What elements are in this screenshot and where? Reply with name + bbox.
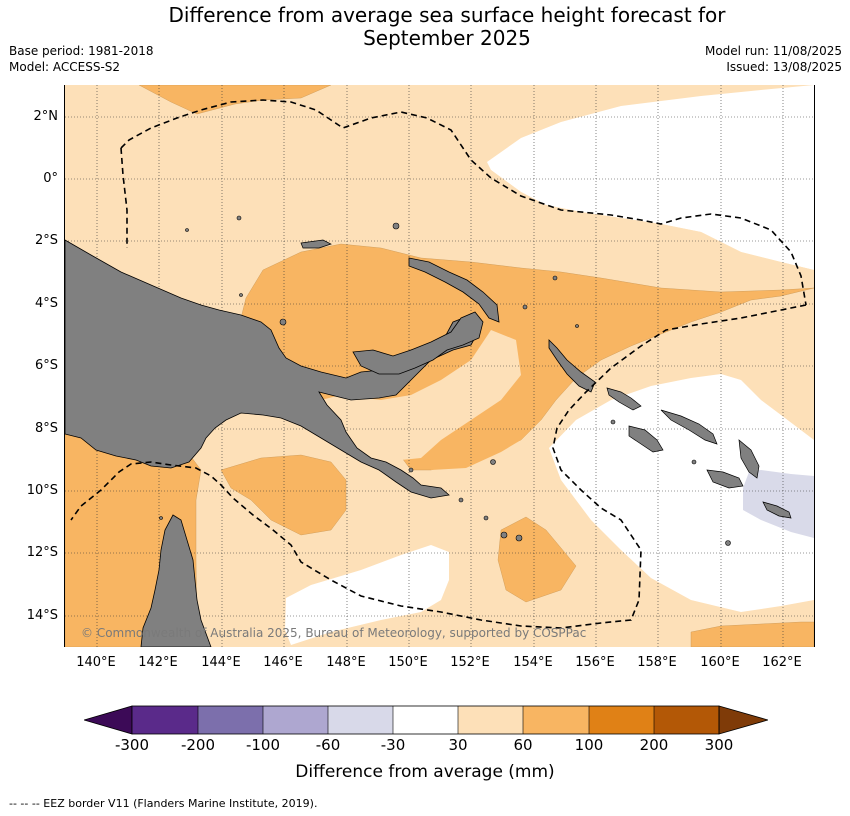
colorbar-tick: 60 bbox=[513, 736, 533, 754]
lon-label-148e: 148°E bbox=[326, 655, 366, 670]
colorbar-swatch-5 bbox=[393, 706, 458, 734]
copyright-notice: © Commonwealth of Australia 2025, Bureau… bbox=[81, 626, 587, 640]
lon-label-144e: 144°E bbox=[201, 655, 241, 670]
lat-label-14s: 14°S bbox=[26, 608, 58, 623]
colorbar-tick: -300 bbox=[114, 736, 150, 754]
small-islands bbox=[159, 215, 731, 546]
meta-left: Base period: 1981-2018 Model: ACCESS-S2 bbox=[9, 43, 154, 75]
lon-label-142e: 142°E bbox=[138, 655, 178, 670]
land-new-britain bbox=[352, 311, 484, 375]
band-30-60-gulf-lens bbox=[321, 330, 521, 460]
lat-label-10s: 10°S bbox=[26, 483, 58, 498]
land-solomon-2 bbox=[660, 409, 718, 445]
eez-footnote: -- -- -- EEZ border V11 (Flanders Marine… bbox=[9, 797, 318, 810]
colorbar-swatch-8 bbox=[589, 706, 654, 734]
colorbar-swatch-3 bbox=[263, 706, 328, 734]
band-neutral-south bbox=[285, 545, 449, 645]
band-minus60-minus30 bbox=[743, 470, 814, 538]
lon-label-156e: 156°E bbox=[575, 655, 615, 670]
land-solomon-5 bbox=[706, 469, 744, 489]
land-solomon-4 bbox=[738, 439, 760, 479]
lon-label-150e: 150°E bbox=[388, 655, 428, 670]
lon-label-146e: 146°E bbox=[263, 655, 303, 670]
lat-label-4s: 4°S bbox=[34, 296, 58, 311]
lat-label-0: 0° bbox=[43, 171, 58, 186]
colorbar-over-arrow bbox=[718, 705, 768, 735]
land-solomon-3 bbox=[628, 425, 664, 453]
colorbar-tick: 200 bbox=[639, 736, 669, 754]
land-new-guinea bbox=[65, 239, 480, 499]
colorbar-dividers bbox=[197, 706, 655, 734]
colorbar-tick: -200 bbox=[180, 736, 216, 754]
lon-label-152e: 152°E bbox=[450, 655, 490, 670]
band-neutral-east bbox=[549, 374, 814, 612]
colorbar-swatch-7 bbox=[523, 706, 589, 734]
colorbar-under-arrow bbox=[84, 705, 133, 735]
colorbar-tick: 30 bbox=[448, 736, 468, 754]
colorbar-swatch-4 bbox=[328, 706, 393, 734]
title-line-1: Difference from average sea surface heig… bbox=[168, 3, 726, 27]
lat-label-2n: 2°N bbox=[33, 109, 59, 124]
land-solomon-6 bbox=[762, 501, 792, 519]
land-new-ireland bbox=[408, 257, 500, 323]
eez-border bbox=[70, 99, 807, 629]
chart-title: Difference from average sea surface heig… bbox=[0, 4, 850, 50]
base-period: Base period: 1981-2018 bbox=[9, 44, 154, 58]
land-solomon-1 bbox=[606, 387, 642, 411]
band-neutral-northeast bbox=[487, 85, 814, 270]
band-60-100-north bbox=[138, 85, 332, 115]
colorbar-swatch-6 bbox=[458, 706, 523, 734]
colorbar-swatch-9 bbox=[654, 706, 719, 734]
land-bougainville bbox=[548, 339, 596, 393]
colorbar-outline bbox=[131, 705, 720, 735]
sea-height-map bbox=[65, 85, 814, 647]
colorbar-tick: -60 bbox=[315, 736, 341, 754]
colorbar-tick: 100 bbox=[574, 736, 604, 754]
lon-label-158e: 158°E bbox=[637, 655, 677, 670]
land-cape-york bbox=[140, 514, 212, 647]
colorbar-tick: -100 bbox=[245, 736, 281, 754]
colorbar-swatch-1 bbox=[132, 706, 198, 734]
meta-right: Model run: 11/08/2025 Issued: 13/08/2025 bbox=[705, 43, 842, 75]
lon-label-154e: 154°E bbox=[513, 655, 553, 670]
map-frame bbox=[64, 85, 815, 647]
lat-label-8s: 8°S bbox=[34, 421, 58, 436]
lat-label-2s: 2°S bbox=[34, 233, 58, 248]
colorbar bbox=[84, 705, 768, 735]
land-manus bbox=[300, 239, 332, 249]
band-60-100-coral-sea bbox=[220, 454, 347, 536]
title-line-2: September 2025 bbox=[363, 26, 531, 50]
lon-label-162e: 162°E bbox=[762, 655, 802, 670]
lat-label-6s: 6°S bbox=[34, 358, 58, 373]
model-run: Model run: 11/08/2025 bbox=[704, 44, 842, 58]
lon-label-140e: 140°E bbox=[76, 655, 116, 670]
model-name: Model: ACCESS-S2 bbox=[9, 60, 121, 74]
colorbar-title: Difference from average (mm) bbox=[295, 762, 555, 782]
lat-label-12s: 12°S bbox=[26, 545, 58, 560]
colorbar-tick: 300 bbox=[704, 736, 734, 754]
lon-label-160e: 160°E bbox=[700, 655, 740, 670]
issued-date: Issued: 13/08/2025 bbox=[726, 60, 842, 74]
colorbar-swatch-2 bbox=[198, 706, 263, 734]
map-panel: 2°N 0° 2°S 4°S 6°S 8°S 10°S 12°S 14°S 14… bbox=[0, 85, 850, 685]
colorbar-tick: -30 bbox=[380, 736, 406, 754]
